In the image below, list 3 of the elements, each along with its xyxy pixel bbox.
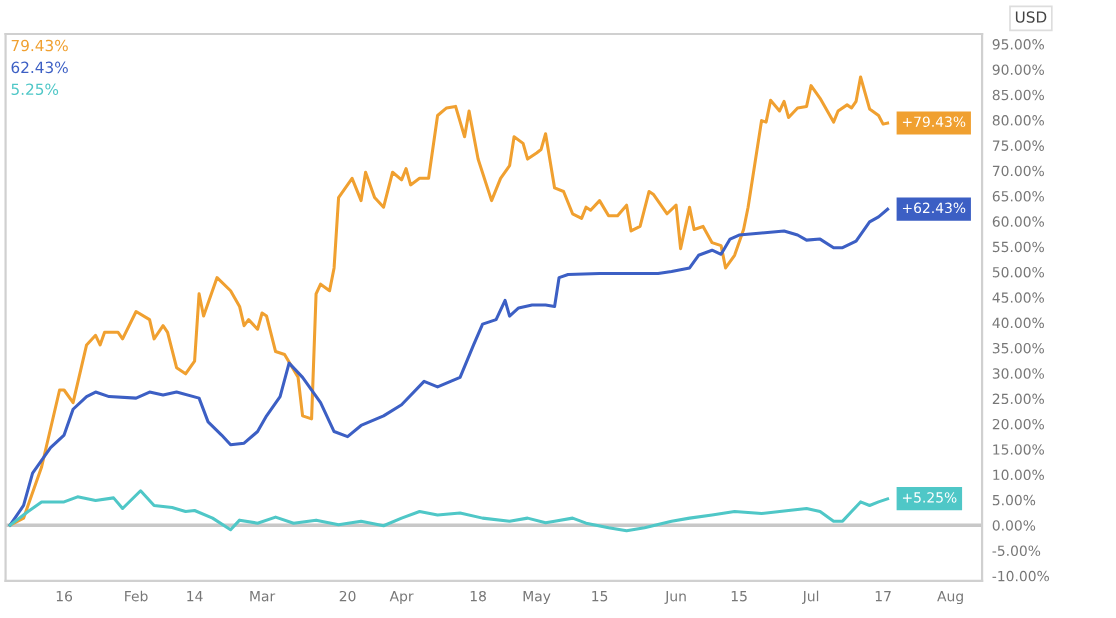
line-series [8,207,890,527]
line-series [8,75,890,527]
line-series [8,489,890,533]
